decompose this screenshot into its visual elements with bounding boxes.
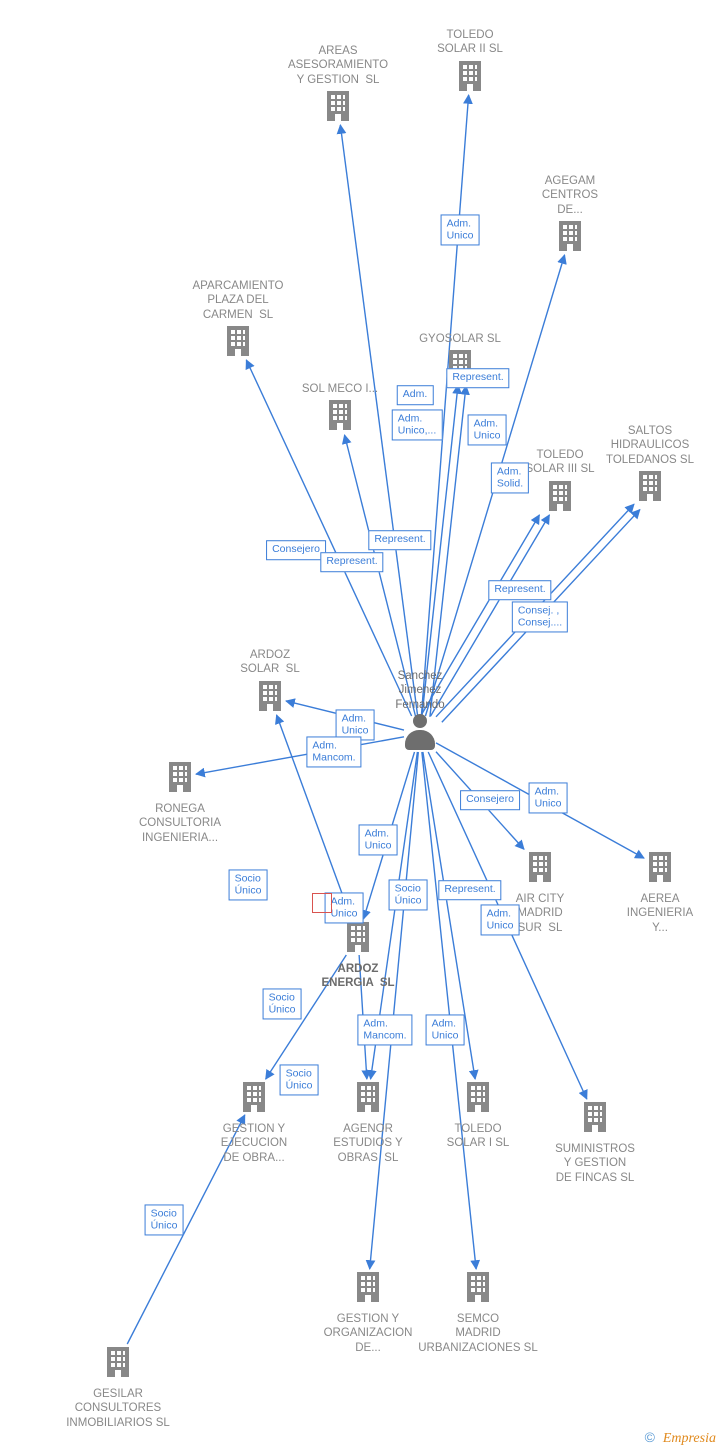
edge-line [340,125,417,716]
edge-line [436,504,634,717]
edge-line [421,515,540,716]
edge-line [345,435,416,716]
edge-line [442,510,640,723]
edge-line [422,752,476,1269]
edge-line [127,1115,245,1344]
edge-line [246,360,411,716]
edge-line [363,752,414,919]
diagram-edges-layer [0,0,728,1455]
watermark-brand: Empresia [663,1431,716,1446]
edge-line [436,752,524,850]
edge-line [277,715,352,919]
edge-line [428,752,587,1099]
edge-line [370,752,419,1269]
copyright-symbol: © [645,1429,655,1445]
watermark: © Empresia [645,1429,716,1447]
edge-line [421,95,468,716]
edge-line [425,255,564,716]
edge-line [436,743,644,858]
edge-line [286,701,404,730]
edge-line [266,955,347,1079]
edge-line [430,386,466,717]
highlight-marker [312,893,332,913]
edge-line [371,752,418,1079]
edge-line [359,955,367,1079]
edge-line [196,737,404,774]
edge-line [423,752,475,1079]
